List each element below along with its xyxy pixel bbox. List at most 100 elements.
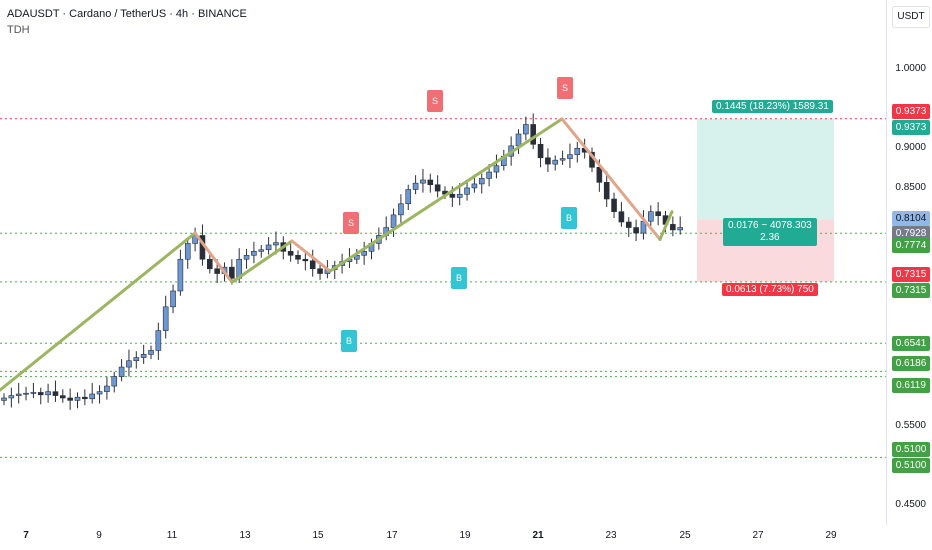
candle-body bbox=[618, 211, 625, 223]
time-tick: 11 bbox=[166, 530, 178, 541]
candle-body bbox=[493, 165, 500, 173]
price-badge: 0.9373 bbox=[892, 103, 930, 119]
entry-label-line2: 2.36 bbox=[760, 232, 780, 243]
candle-body bbox=[273, 242, 279, 246]
candle-body bbox=[677, 227, 684, 231]
buy-signal-marker: B bbox=[451, 267, 467, 289]
zigzag-segment bbox=[328, 117, 564, 273]
time-tick: 13 bbox=[239, 530, 251, 541]
candle-body bbox=[317, 268, 323, 274]
candle-body bbox=[207, 258, 213, 270]
symbol-title[interactable]: ADAUSDT · Cardano / TetherUS · 4h · BINA… bbox=[7, 8, 247, 20]
sell-signal-marker: S bbox=[427, 90, 443, 112]
time-tick: 23 bbox=[605, 530, 617, 541]
candle-body bbox=[596, 166, 603, 183]
time-tick: 29 bbox=[825, 530, 837, 541]
candle-body bbox=[456, 193, 463, 198]
candle-body bbox=[309, 260, 316, 270]
sell-signal-marker: S bbox=[557, 77, 573, 99]
candle-body bbox=[390, 214, 397, 228]
price-badge: 0.7315 bbox=[892, 282, 930, 298]
candle-body bbox=[405, 189, 412, 205]
zigzag-segment bbox=[658, 210, 674, 241]
buy-signal-marker: B bbox=[341, 330, 357, 352]
price-badge: 0.6541 bbox=[892, 336, 930, 352]
price-badge: 0.6186 bbox=[892, 356, 930, 372]
candle-body bbox=[530, 124, 537, 145]
candle-body bbox=[515, 133, 522, 147]
price-tick: 0.9000 bbox=[895, 142, 926, 154]
candle-body bbox=[655, 211, 661, 216]
candle-body bbox=[523, 124, 529, 135]
candle-body bbox=[8, 395, 15, 399]
buy-signal-marker: B bbox=[561, 207, 577, 229]
zigzag-segment bbox=[230, 239, 294, 284]
price-badge: 0.6119 bbox=[892, 377, 930, 393]
candle-body bbox=[140, 354, 147, 358]
candle-body bbox=[148, 350, 154, 355]
candle-body bbox=[155, 330, 162, 351]
price-badge: 0.5100 bbox=[892, 442, 930, 458]
candle-body bbox=[603, 182, 610, 200]
candle-body bbox=[412, 182, 419, 190]
candle-body bbox=[45, 391, 51, 396]
price-badge: 0.8104 bbox=[892, 211, 930, 227]
target-zone bbox=[697, 118, 834, 220]
candle-body bbox=[420, 179, 426, 184]
candle-body bbox=[545, 157, 551, 165]
candle-body bbox=[177, 258, 184, 292]
candle-body bbox=[471, 183, 478, 189]
time-tick: 7 bbox=[23, 530, 29, 541]
entry-label: 0.0176 ~ 4078.303 2.36 bbox=[723, 218, 817, 246]
price-tick: 1.0000 bbox=[895, 63, 926, 74]
candle-body bbox=[251, 251, 257, 256]
candle-body bbox=[611, 198, 617, 212]
candle-body bbox=[214, 268, 220, 274]
price-badge: 0.7315 bbox=[892, 266, 930, 282]
price-tick: 0.5500 bbox=[895, 419, 926, 431]
candle-body bbox=[427, 179, 434, 186]
sell-signal-marker: S bbox=[343, 212, 359, 234]
candle-body bbox=[302, 258, 309, 262]
time-tick: 15 bbox=[312, 530, 324, 541]
time-tick: 9 bbox=[96, 530, 102, 541]
zigzag-segment bbox=[193, 231, 234, 284]
zigzag-segment bbox=[560, 117, 662, 241]
candle-body bbox=[265, 244, 272, 251]
time-tick: 25 bbox=[679, 530, 691, 541]
candle-body bbox=[111, 376, 118, 387]
zigzag-segment bbox=[0, 231, 197, 392]
currency-button[interactable]: USDT bbox=[892, 6, 930, 28]
candle-body bbox=[104, 385, 110, 392]
candle-body bbox=[96, 391, 103, 395]
candle-body bbox=[82, 396, 88, 400]
candle-body bbox=[15, 393, 22, 396]
candle-body bbox=[243, 254, 250, 260]
time-tick: 27 bbox=[752, 530, 764, 541]
zigzag-segment bbox=[290, 239, 332, 273]
indicator-label[interactable]: TDH bbox=[7, 24, 30, 36]
price-badge: 0.9373 bbox=[892, 119, 930, 135]
candle-body bbox=[552, 159, 559, 165]
candle-body bbox=[37, 392, 44, 396]
price-badge: 0.5100 bbox=[892, 458, 930, 474]
candle-body bbox=[486, 171, 492, 179]
price-scale-divider bbox=[886, 0, 887, 525]
entry-label-line1: 0.0176 ~ 4078.303 bbox=[728, 220, 812, 231]
candle-body bbox=[559, 158, 566, 161]
candle-body bbox=[30, 392, 37, 394]
price-badge: 0.7928 bbox=[892, 226, 930, 242]
candle-body bbox=[647, 211, 654, 222]
candle-body bbox=[59, 395, 66, 399]
candle-body bbox=[162, 306, 169, 331]
candle-body bbox=[478, 178, 485, 185]
price-tick: 0.4500 bbox=[895, 499, 926, 510]
candle-body bbox=[23, 392, 29, 395]
candle-body bbox=[67, 397, 73, 401]
candle-body bbox=[537, 144, 544, 159]
price-badge: 0.7774 bbox=[892, 238, 930, 254]
candle-body bbox=[74, 396, 81, 401]
candle-body bbox=[625, 221, 632, 228]
candle-body bbox=[449, 193, 456, 198]
